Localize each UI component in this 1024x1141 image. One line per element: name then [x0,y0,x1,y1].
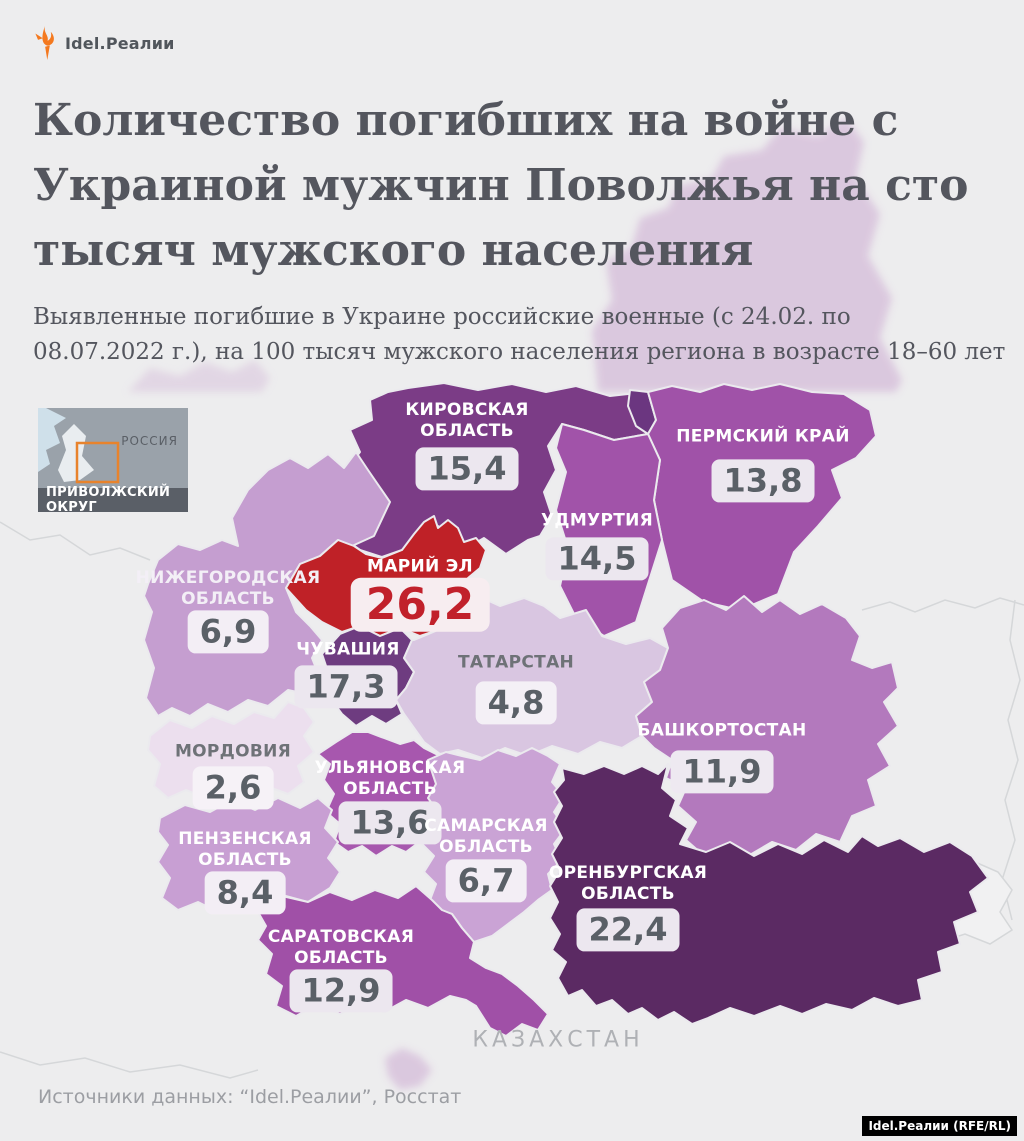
neighbor-boundary-line [861,597,1024,613]
neighbor-boundary-line [0,521,259,1079]
brand-logo-text: Idel.Реалии [65,33,175,53]
locator-district-label: ПРИВОЛЖСКИЙ ОКРУГ [38,485,188,515]
locator-country-label: РОССИЯ [121,434,178,448]
region-value-samara: 6,7 [445,859,527,903]
region-value-chuvashia: 17,3 [294,665,398,709]
region-label-chuvashia: ЧУВАШИЯ [296,639,400,660]
region-label-kirov: КИРОВСКАЯ ОБЛАСТЬ [405,399,529,441]
region-label-penza: ПЕНЗЕНСКАЯ ОБЛАСТЬ [178,828,312,870]
torch-icon [35,26,54,60]
region-shape-udmurtia [555,423,663,637]
region-label-saratov: САРАТОВСКАЯ ОБЛАСТЬ [267,926,415,968]
page-title: Количество погибших на войне с Украиной … [33,88,993,283]
region-shape-orenburg [549,763,989,1025]
page-subtitle-line: Выявленные погибшие в Украине российские… [33,304,851,330]
locator-highlight-rect [75,441,120,484]
decorative-south-territory-stub [385,1048,432,1090]
region-label-bashkortostan: БАШКОРТОСТАН [637,720,807,741]
region-label-mordovia: МОРДОВИЯ [174,741,292,762]
region-label-orenburg: ОРЕНБУРГСКАЯ ОБЛАСТЬ [548,862,708,904]
page-subtitle-line: 08.07.2022 г.), на 100 тысяч мужского на… [33,339,1006,365]
region-value-kirov: 15,4 [415,447,519,491]
page-title-line: тысяч мужского населения [33,225,754,276]
region-value-nizhny: 6,9 [187,610,269,654]
decorative-west-territory-shape [128,360,270,392]
region-label-mariel: МАРИЙ ЭЛ [367,556,473,577]
region-value-mariel: 26,2 [350,577,490,633]
region-label-perm: ПЕРМСКИЙ КРАЙ [676,426,850,447]
region-label-samara: САМАРСКАЯ ОБЛАСТЬ [424,815,548,857]
region-value-orenburg: 22,4 [576,908,680,952]
region-value-perm: 13,8 [711,459,815,503]
page-title-line: Количество погибших на войне с [33,95,899,146]
region-value-saratov: 12,9 [289,969,393,1013]
region-value-mordovia: 2,6 [192,766,274,810]
page-title-line: Украиной мужчин Поволжья на сто [33,160,969,211]
agency-credit-badge: Idel.Реалии (RFE/RL) [862,1116,1017,1136]
region-label-ulyanovsk: УЛЬЯНОВСКАЯ ОБЛАСТЬ [314,757,466,799]
page-subtitle: Выявленные погибшие в Украине российские… [33,300,1013,370]
region-value-penza: 8,4 [204,871,286,915]
region-label-nizhny: НИЖЕГОРОДСКАЯ ОБЛАСТЬ [135,567,321,609]
region-value-tatarstan: 4,8 [475,681,557,725]
region-value-bashkortostan: 11,9 [670,750,774,794]
region-label-udmurtia: УДМУРТИЯ [540,510,654,531]
external-country-label: КАЗАХСТАН [472,1027,644,1053]
brand-logo: Idel.Реалии [33,26,175,60]
decorative-north-territory-shape [592,118,902,392]
region-value-ulyanovsk: 13,6 [338,801,442,845]
russia-locator-inset: РОССИЯ ПРИВОЛЖСКИЙ ОКРУГ [38,408,188,515]
region-value-udmurtia: 14,5 [545,537,649,581]
region-label-tatarstan: ТАТАРСТАН [457,652,575,673]
data-sources-note: Источники данных: “Idel.Реалии”, Росстат [38,1086,462,1108]
neighbor-boundary-line [1001,599,1021,921]
